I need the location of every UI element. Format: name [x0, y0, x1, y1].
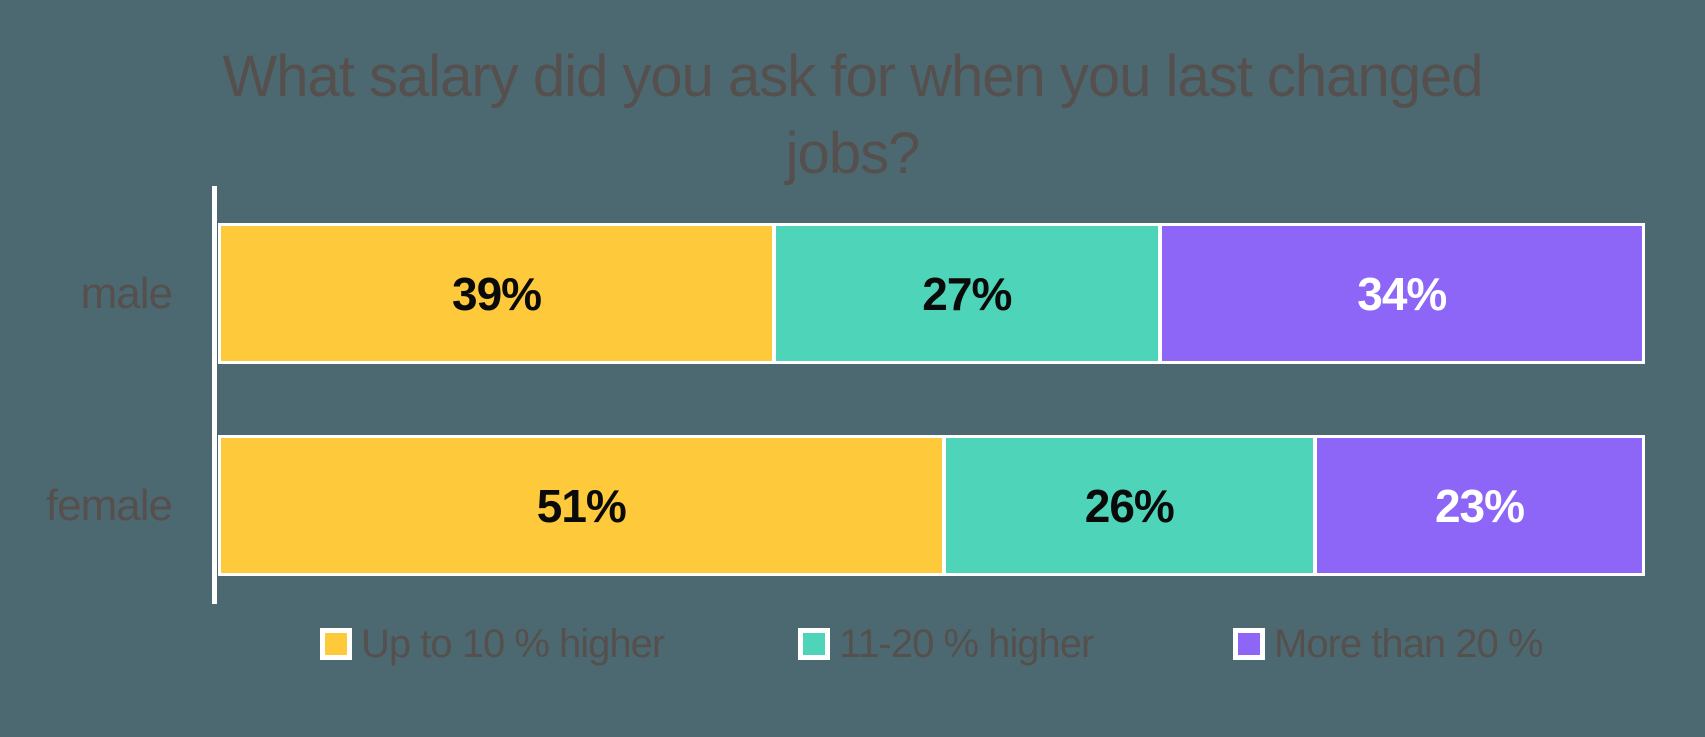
- legend-swatch-icon: [1233, 628, 1265, 660]
- bar-segment-female-1: 51%: [221, 438, 942, 573]
- legend-item-1: Up to 10 % higher: [320, 621, 665, 667]
- stacked-bar-male: 39% 27% 34%: [218, 223, 1645, 364]
- bar-value-label: 51%: [536, 479, 627, 532]
- legend-swatch-icon: [798, 628, 830, 660]
- bar-segment-male-1: 39%: [221, 226, 773, 361]
- bar-value-label: 23%: [1434, 479, 1525, 532]
- legend-item-3: More than 20 %: [1233, 621, 1543, 667]
- bar-segment-female-2: 26%: [945, 438, 1313, 573]
- y-axis-line: [212, 186, 217, 604]
- bar-value-label: 27%: [922, 267, 1012, 320]
- bar-value-label: 26%: [1084, 479, 1175, 532]
- legend-label: More than 20 %: [1274, 621, 1543, 666]
- legend-label: Up to 10 % higher: [361, 621, 665, 666]
- bar-value-label: 34%: [1357, 267, 1447, 320]
- bar-segment-male-3: 34%: [1161, 226, 1642, 361]
- category-label-male: male: [80, 268, 173, 318]
- chart-title-line-1: What salary did you ask for when you las…: [222, 44, 1484, 109]
- stacked-bar-female: 51% 26% 23%: [218, 435, 1645, 576]
- bar-value-label: 39%: [451, 267, 542, 320]
- legend-swatch-icon: [320, 628, 352, 660]
- category-label-female: female: [45, 480, 173, 530]
- legend-item-2: 11-20 % higher: [798, 621, 1094, 667]
- bar-segment-female-3: 23%: [1317, 438, 1642, 573]
- legend-label: 11-20 % higher: [839, 621, 1094, 666]
- chart-title: What salary did you ask for when you las…: [0, 38, 1705, 192]
- bar-segment-male-2: 27%: [776, 226, 1158, 361]
- chart-title-line-2: jobs?: [785, 121, 921, 186]
